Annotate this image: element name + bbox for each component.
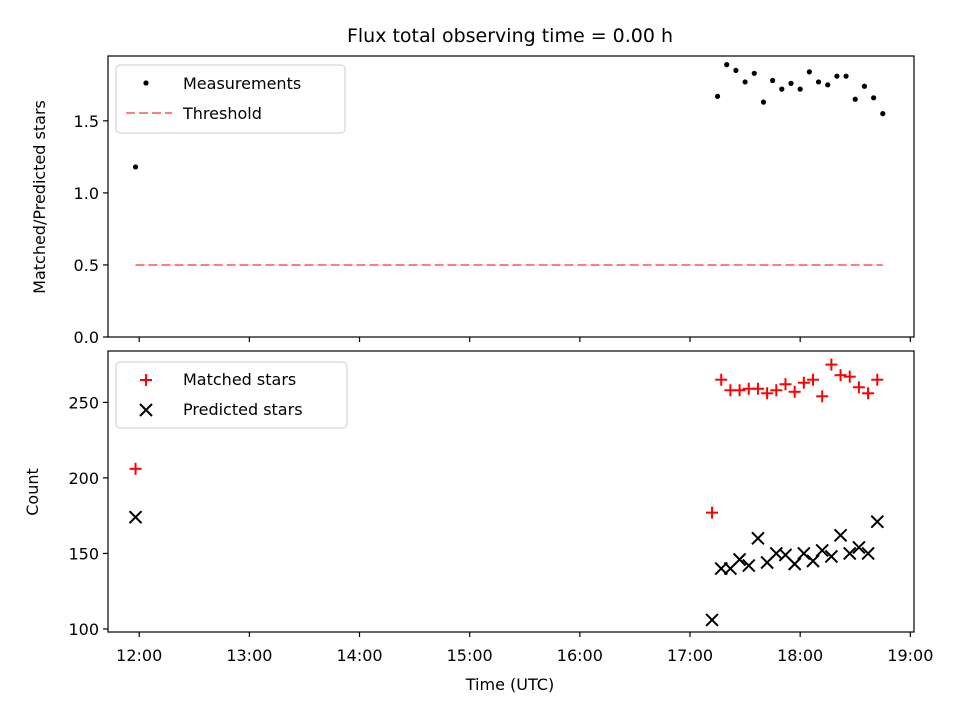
measurement-point — [834, 73, 840, 79]
matched-star-point — [834, 369, 847, 382]
bottom-legend-box — [115, 361, 348, 429]
measurement-point — [760, 99, 767, 105]
bottom-y-axis-label: Count — [23, 468, 42, 516]
matched-star-point — [825, 358, 838, 371]
top-series — [132, 62, 886, 266]
predicted-star-point — [824, 549, 839, 564]
matched-star-point — [761, 387, 774, 400]
bottom-panel: 100 150 200 250 12:00 13:00 14:00 15:00 16:00 17… — [23, 350, 933, 694]
legend-entry-measurements: Measurements — [183, 74, 301, 93]
predicted-star-point — [815, 543, 829, 558]
measurement-point — [742, 79, 748, 85]
measurement-point — [132, 164, 139, 170]
matched-star-point — [770, 384, 783, 397]
measurement-point — [797, 86, 803, 92]
top-legend: Measurements Threshold — [115, 64, 346, 134]
bottom-x-tick-label: 18:00 — [777, 646, 823, 665]
predicted-star-point — [861, 546, 875, 561]
matched-star-point — [733, 384, 746, 397]
chart-title: Flux total observing time = 0.00 h — [347, 25, 673, 47]
legend-entry-predicted-stars: Predicted stars — [183, 400, 303, 419]
measurement-point — [825, 82, 831, 88]
bottom-x-tick-label: 12:00 — [116, 646, 162, 665]
measurement-point — [770, 77, 776, 84]
matched-star-point — [843, 370, 856, 383]
bottom-y-tick-label: 200 — [68, 469, 99, 488]
matched-star-point — [807, 373, 820, 386]
bottom-y-ticks: 100 150 200 250 — [68, 393, 108, 639]
matched-star-point — [797, 376, 810, 389]
legend-cross-marker-icon — [139, 403, 153, 417]
predicted-star-point — [870, 515, 884, 529]
measurement-point — [880, 111, 886, 117]
top-panel: 0.0 0.5 1.0 1.5 Matched/Predicted stars Mea… — [30, 55, 915, 347]
top-x-ticks — [138, 337, 911, 342]
measurement-point — [861, 83, 868, 89]
legend-entry-threshold: Threshold — [182, 104, 262, 123]
measurement-point — [871, 95, 877, 101]
predicted-star-point — [843, 546, 857, 561]
predicted-star-point — [833, 528, 848, 543]
predicted-star-point — [705, 613, 719, 627]
measurement-point — [724, 62, 730, 68]
predicted-star-point — [852, 540, 866, 555]
top-legend-box — [115, 64, 346, 134]
legend-entry-matched-stars: Matched stars — [183, 370, 296, 389]
measurement-point — [806, 69, 812, 75]
bottom-x-tick-label: 19:00 — [887, 646, 933, 665]
matched-star-point — [715, 373, 728, 386]
top-y-axis-label: Matched/Predicted stars — [30, 100, 49, 294]
matched-star-point — [779, 378, 792, 391]
measurement-point — [714, 93, 721, 99]
matched-star-point — [852, 381, 865, 394]
bottom-x-tick-label: 16:00 — [557, 646, 603, 665]
measurement-point — [843, 73, 849, 79]
predicted-star-point — [751, 531, 765, 546]
bottom-x-tick-label: 17:00 — [667, 646, 713, 665]
matched-star-point — [816, 390, 829, 403]
bottom-series — [128, 358, 884, 627]
bottom-x-tick-label: 13:00 — [226, 646, 272, 665]
bottom-y-tick-label: 250 — [68, 393, 99, 412]
bottom-x-tick-label: 14:00 — [336, 646, 382, 665]
bottom-legend: Matched stars Predicted stars — [115, 361, 348, 429]
predicted-star-point — [732, 552, 747, 567]
measurement-point — [852, 96, 858, 102]
matched-star-point — [706, 506, 719, 519]
bottom-x-tick-label: 15:00 — [447, 646, 493, 665]
measurement-point — [751, 70, 757, 76]
matched-star-point — [129, 462, 142, 475]
bottom-x-ticks: 12:00 13:00 14:00 15:00 16:00 17:00 18:00 19:00 — [116, 632, 933, 665]
predicted-star-point — [128, 510, 143, 524]
measurement-point — [788, 80, 794, 86]
predicted-star-point — [797, 546, 811, 561]
matched-star-point — [788, 385, 801, 398]
top-y-tick-label: 0.5 — [74, 256, 99, 275]
legend-dot-marker-icon — [143, 80, 149, 86]
bottom-y-tick-label: 100 — [68, 620, 99, 639]
legend-plus-marker-icon — [140, 374, 152, 386]
matched-star-point — [862, 387, 875, 400]
top-y-ticks: 0.0 0.5 1.0 1.5 — [74, 112, 108, 347]
x-axis-label: Time (UTC) — [465, 675, 554, 694]
bottom-y-tick-label: 150 — [68, 544, 99, 563]
top-y-tick-label: 0.0 — [74, 328, 99, 347]
measurement-point — [779, 86, 785, 92]
matched-star-point — [751, 382, 764, 395]
predicted-star-point — [742, 558, 756, 573]
matched-star-point — [871, 373, 884, 386]
measurement-point — [815, 79, 822, 85]
measurement-point — [733, 67, 739, 74]
top-y-tick-label: 1.0 — [74, 184, 99, 203]
top-y-tick-label: 1.5 — [74, 112, 99, 131]
